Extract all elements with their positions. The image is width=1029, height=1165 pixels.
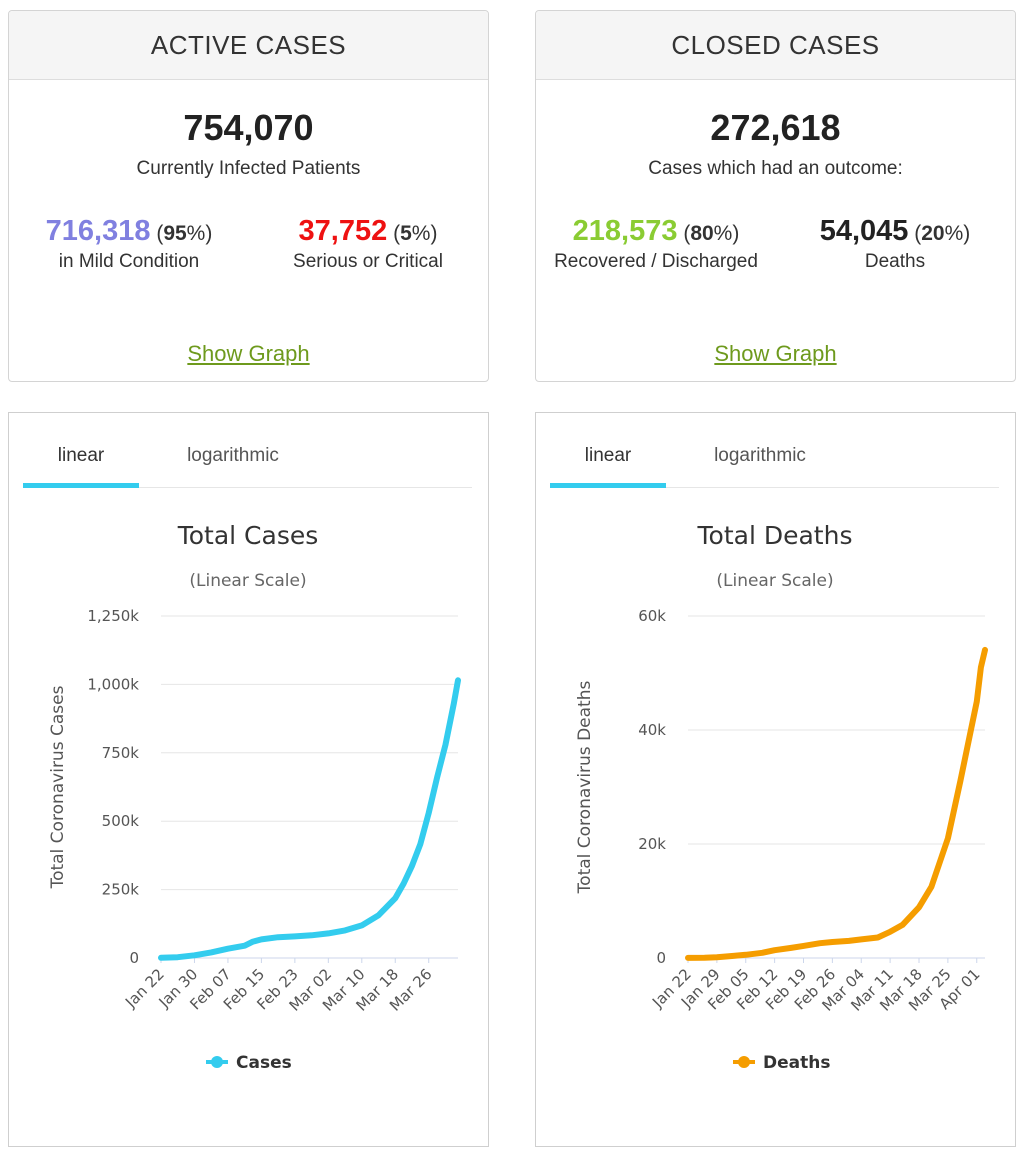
y-tick-label: 60k [638,607,666,625]
y-tick-label: 1,000k [87,675,139,693]
mild-condition-count: 716,318 [45,215,151,247]
y-tick-label: 40k [638,721,666,739]
y-tick-label: 250k [102,881,140,899]
closed-cases-subtitle: Cases which had an outcome: [648,158,903,179]
tab-linear[interactable]: linear [57,445,105,466]
total-cases-chart: Total Cases (Linear Scale) 0 250k 500k 750k 1,… [48,521,461,1073]
serious-critical-percent: (5%) [393,222,438,245]
recovered-percent: (80%) [683,222,740,245]
y-axis-title: Total Coronavirus Deaths [575,681,595,895]
active-cases-panel: ACTIVE CASES 754,070 Currently Infected … [8,10,489,382]
mild-condition-percent: (95%) [156,222,213,245]
legend-label: Deaths [763,1053,830,1073]
mild-condition-stat: 716,318 (95%) in Mild Condition [9,215,249,273]
chart-title: Total Deaths [697,521,853,550]
series-line-cases [158,677,461,961]
closed-show-graph-link[interactable]: Show Graph [714,341,837,366]
active-cases-total: 754,070 [183,107,314,148]
chart-subtitle: (Linear Scale) [716,571,833,591]
y-tick-label: 0 [656,949,666,967]
active-tab-indicator [550,483,666,488]
recovered-stat: 218,573 (80%) Recovered / Discharged [536,215,776,273]
recovered-label: Recovered / Discharged [554,251,758,272]
closed-cases-header: CLOSED CASES [536,11,1015,80]
total-deaths-chart: Total Deaths (Linear Scale) 0 20k 40k 60k Tota… [575,521,988,1073]
serious-critical-count: 37,752 [298,215,388,247]
tab-logarithmic[interactable]: logarithmic [187,445,279,466]
y-tick-label: 20k [638,835,666,853]
active-cases-subtitle: Currently Infected Patients [136,158,361,179]
y-tick-label: 500k [102,812,140,830]
y-tick-label: 1,250k [87,607,139,625]
legend-label: Cases [236,1053,292,1073]
y-axis-title: Total Coronavirus Cases [48,685,68,889]
deaths-label: Deaths [864,251,926,272]
tab-linear[interactable]: linear [584,445,632,466]
cases-scale-tabs: linear logarithmic [23,413,472,488]
closed-cases-total: 272,618 [710,107,841,148]
y-tick-label: 750k [102,744,140,762]
legend-symbol-marker [738,1056,750,1068]
tab-logarithmic[interactable]: logarithmic [714,445,806,466]
recovered-count: 218,573 [572,215,678,247]
mild-condition-label: in Mild Condition [58,251,200,272]
deaths-stat: 54,045 (20%) Deaths [775,215,1015,273]
serious-critical-label: Serious or Critical [293,251,443,272]
series-line-deaths [685,646,988,961]
total-cases-chart-panel: linear logarithmic Total Cases (Linear Sc… [8,412,489,1147]
y-tick-label: 0 [129,949,139,967]
total-deaths-chart-panel: linear logarithmic Total Deaths (Linear S… [535,412,1016,1147]
chart-title: Total Cases [177,521,319,550]
deaths-percent: (20%) [914,222,971,245]
active-cases-header: ACTIVE CASES [9,11,488,80]
deaths-scale-tabs: linear logarithmic [550,413,999,488]
legend-symbol-marker [211,1056,223,1068]
serious-critical-stat: 37,752 (5%) Serious or Critical [248,215,488,273]
active-show-graph-link[interactable]: Show Graph [187,341,310,366]
deaths-count: 54,045 [819,215,909,247]
closed-cases-panel: CLOSED CASES 272,618 Cases which had an … [535,10,1016,382]
active-tab-indicator [23,483,139,488]
chart-subtitle: (Linear Scale) [189,571,306,591]
